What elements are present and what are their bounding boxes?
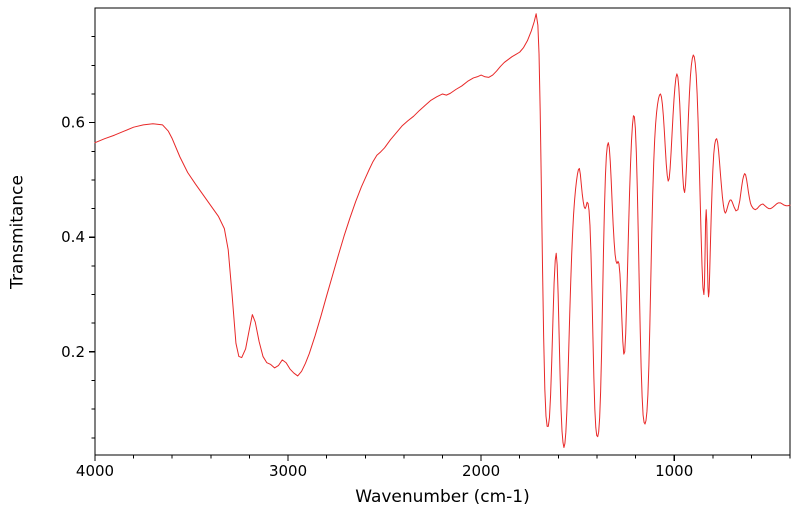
y-tick-label: 0.2 bbox=[61, 343, 85, 361]
x-tick-label: 2000 bbox=[462, 462, 500, 480]
x-tick-label: 4000 bbox=[76, 462, 114, 480]
x-axis-label: Wavenumber (cm-1) bbox=[355, 487, 530, 507]
y-axis-label: Transmitance bbox=[7, 175, 28, 289]
x-tick-label: 3000 bbox=[269, 462, 307, 480]
plot-frame bbox=[94, 7, 791, 456]
x-tick-label: 1000 bbox=[655, 462, 693, 480]
spectrum-line bbox=[94, 13, 791, 449]
y-tick-label: 0.6 bbox=[61, 114, 85, 132]
y-tick-label: 0.4 bbox=[61, 228, 85, 246]
